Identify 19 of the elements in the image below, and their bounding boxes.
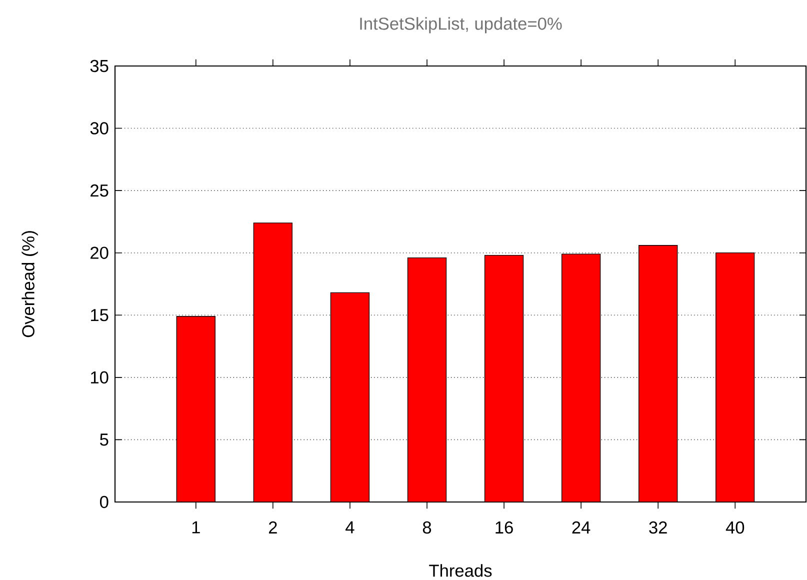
x-tick-label: 40: [726, 521, 744, 534]
y-tick-label: 35: [90, 60, 108, 72]
y-tick-label: 25: [90, 184, 108, 197]
x-tick-label: 4: [346, 521, 354, 534]
y-tick-label: 10: [91, 371, 108, 384]
y-tick-label: 30: [90, 122, 108, 134]
y-tick-label: 20: [90, 246, 108, 259]
x-tick-label: 2: [268, 521, 277, 534]
x-tick-label: 32: [649, 521, 667, 534]
x-tick-label: 1: [192, 521, 200, 534]
chart-title: IntSetSkipList, update=0%: [360, 17, 562, 34]
x-tick-label: 16: [496, 521, 513, 534]
x-tick-label: 24: [572, 521, 590, 534]
y-tick-label: 0: [100, 496, 108, 508]
y-tick-label: 5: [100, 434, 108, 446]
y-axis-title: Overhead (%): [22, 231, 38, 338]
y-tick-label: 15: [91, 309, 108, 322]
x-axis-title: Threads: [429, 564, 492, 577]
x-tick-label: 8: [422, 521, 432, 534]
